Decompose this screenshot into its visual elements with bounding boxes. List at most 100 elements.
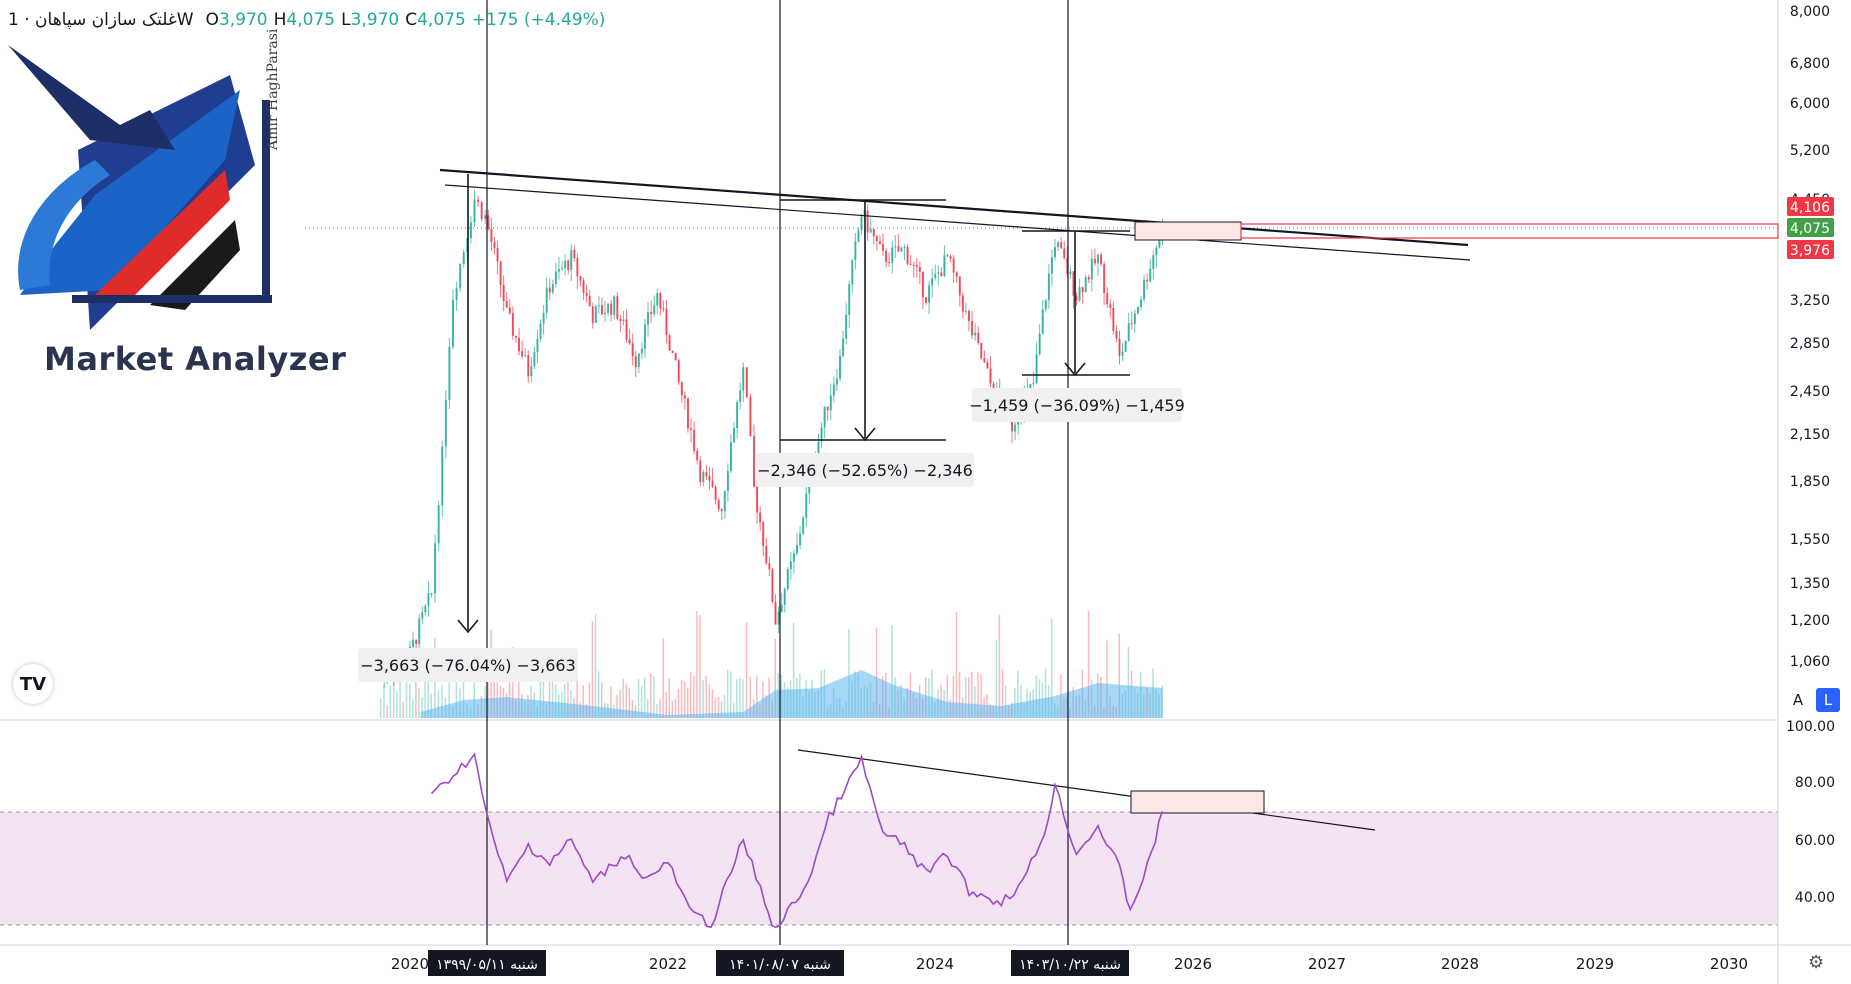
candle-body xyxy=(958,276,961,296)
candle-body xyxy=(1130,323,1133,325)
low-value: 3,970 xyxy=(350,10,400,30)
volume-bar xyxy=(628,688,631,718)
rsi-axis[interactable]: 100.00 80.00 60.00 40.00 xyxy=(1786,719,1835,906)
price-tag-high: 4,106 xyxy=(1787,197,1834,216)
candle-body xyxy=(430,593,433,595)
candle-body xyxy=(968,310,970,322)
time-tick: 2029 xyxy=(1576,955,1614,973)
candle-body xyxy=(826,406,829,411)
candle-body xyxy=(631,343,634,357)
volume-bar xyxy=(875,628,878,718)
candle-body xyxy=(739,390,742,402)
volume-bar xyxy=(891,625,893,718)
measure-1[interactable] xyxy=(358,174,578,682)
candle-body xyxy=(1115,330,1118,339)
candle-body xyxy=(693,429,696,451)
volume-bar xyxy=(733,703,735,718)
candle-body xyxy=(437,505,440,544)
candle-body xyxy=(857,230,860,242)
log-scale-button[interactable]: L xyxy=(1816,688,1840,712)
candle-body xyxy=(1118,338,1121,356)
candle-body xyxy=(412,639,415,647)
time-tick: 2026 xyxy=(1174,955,1212,973)
volume-bar xyxy=(418,688,420,718)
volume-bar xyxy=(739,677,741,718)
auto-scale-button[interactable]: A xyxy=(1786,688,1810,712)
volume-bar xyxy=(487,672,489,718)
time-axis[interactable]: 2020 2022 2024 2026 2027 2028 2029 2030 xyxy=(391,955,1748,973)
candle-body xyxy=(588,295,591,307)
candle-body xyxy=(875,236,878,241)
trendline-upper[interactable] xyxy=(439,168,1469,247)
volume-bar xyxy=(455,674,458,718)
candle-body xyxy=(952,258,955,273)
high-label: H xyxy=(273,10,287,30)
candle-body xyxy=(989,368,992,384)
svg-text:شنبه ۱۴۰۱/۰۸/۰۷: شنبه ۱۴۰۱/۰۸/۰۷ xyxy=(729,957,831,973)
candle-body xyxy=(659,293,662,309)
candle-body xyxy=(925,297,927,303)
price-target-box[interactable] xyxy=(1134,221,1242,241)
volume-bar xyxy=(597,671,600,718)
rsi-trendline[interactable] xyxy=(797,749,1376,831)
candle-body xyxy=(842,338,845,356)
candle-body xyxy=(502,284,505,302)
volume-bar xyxy=(1001,668,1004,718)
measure-3[interactable] xyxy=(972,230,1182,422)
rsi-target-box[interactable] xyxy=(1130,790,1265,814)
candle-body xyxy=(869,229,872,233)
volume-bar xyxy=(386,704,388,718)
candle-body xyxy=(1121,351,1124,356)
candle-body xyxy=(662,308,665,310)
volume-bar xyxy=(637,679,640,718)
settings-gear-icon[interactable]: ⚙ xyxy=(1808,952,1825,973)
candle-body xyxy=(415,639,418,644)
volume-bar xyxy=(702,679,704,718)
volume-bar xyxy=(656,704,658,718)
price-tick: 2,150 xyxy=(1790,427,1830,443)
high-value: 4,075 xyxy=(286,10,336,30)
volume-bar xyxy=(564,683,566,718)
volume-bar xyxy=(399,668,401,718)
volume-bar xyxy=(1127,647,1130,718)
candle-body xyxy=(946,255,949,257)
candle-body xyxy=(616,296,619,319)
candle-body xyxy=(462,252,465,264)
candle-body xyxy=(792,553,795,562)
candle-body xyxy=(805,493,808,518)
candle-body xyxy=(1109,304,1112,308)
price-axis[interactable]: 8,000 6,800 6,000 5,200 4,450 3,250 2,85… xyxy=(1790,4,1830,670)
change-value: +175 (+4.49%) xyxy=(471,10,606,30)
symbol-header: غلتک سازان سپاهان · 1W O 3,970 H 4,075 L 3,… xyxy=(8,10,605,30)
volume-bar xyxy=(792,622,795,718)
candle-body xyxy=(686,398,689,429)
candle-body xyxy=(677,360,680,382)
candle-body xyxy=(434,543,437,594)
candle-body xyxy=(671,350,674,353)
measure-1-label: −3,663 (−76.04%) −3,663 xyxy=(360,656,576,675)
candle-body xyxy=(548,287,551,293)
candle-body xyxy=(1017,420,1020,425)
candle-body xyxy=(680,381,683,396)
volume-ma-area xyxy=(420,670,1163,718)
candle-body xyxy=(771,569,774,602)
candle-body xyxy=(499,261,502,285)
candle-body xyxy=(817,441,820,462)
candle-body xyxy=(561,268,564,270)
candle-body xyxy=(1152,255,1155,269)
volume-bar xyxy=(1118,633,1120,718)
volume-bar xyxy=(958,671,961,718)
candle-body xyxy=(444,400,447,447)
measure-2[interactable] xyxy=(756,199,974,487)
tradingview-logo-icon[interactable]: TV xyxy=(13,664,53,704)
candle-body xyxy=(573,249,576,259)
rsi-tick: 80.00 xyxy=(1795,775,1835,791)
candle-body xyxy=(796,544,798,554)
price-tick: 6,800 xyxy=(1790,56,1830,72)
candle-body xyxy=(508,307,511,314)
trendline-lower[interactable] xyxy=(444,184,1471,261)
candle-body xyxy=(545,287,548,313)
candle-body xyxy=(647,312,650,325)
candle-body xyxy=(1044,300,1047,310)
